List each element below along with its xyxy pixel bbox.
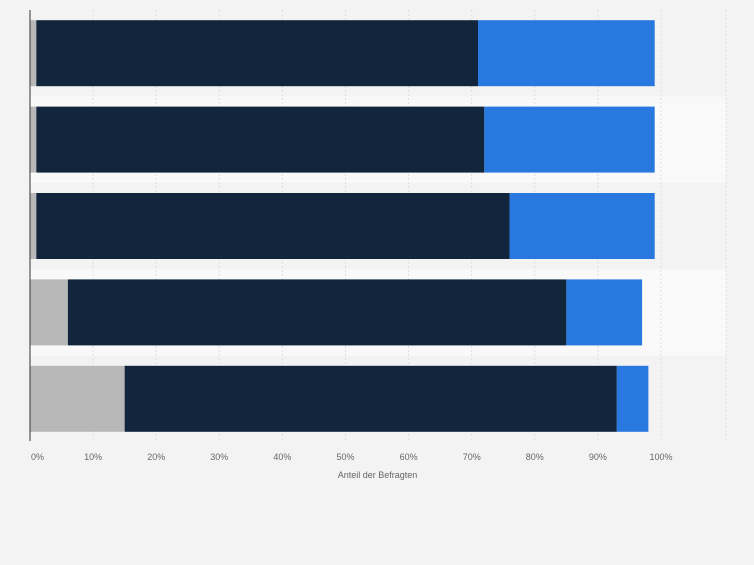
bar-segment-series-1-row-1[interactable] <box>30 20 37 87</box>
bar-segment-series-2-row-3[interactable] <box>36 193 510 259</box>
bar-segment-series-2-row-5[interactable] <box>124 365 617 432</box>
x-tick-label: 80% <box>526 452 544 462</box>
x-tick-labels: 0% 10% 20% 30% 40% 50% 60% 70% 80% 90% 100% <box>31 452 673 462</box>
x-tick-label: 20% <box>147 452 165 462</box>
bar-segment-series-1-row-5[interactable] <box>30 365 125 432</box>
x-tick-label: 70% <box>463 452 481 462</box>
bar-segment-series-3-row-3[interactable] <box>509 193 655 259</box>
x-tick-label: 30% <box>210 452 228 462</box>
x-axis-title: Anteil der Befragten <box>338 470 418 480</box>
bar-segment-series-2-row-1[interactable] <box>36 20 479 87</box>
x-tick-label: 100% <box>649 452 672 462</box>
bar-segment-series-3-row-1[interactable] <box>478 20 655 87</box>
bar-segment-series-1-row-2[interactable] <box>30 106 37 173</box>
bars <box>30 20 655 432</box>
x-tick-label: 10% <box>84 452 102 462</box>
bar-segment-series-3-row-5[interactable] <box>616 365 649 432</box>
x-tick-label: 40% <box>273 452 291 462</box>
x-tick-label: 60% <box>400 452 418 462</box>
x-tick-label: 90% <box>589 452 607 462</box>
bar-segment-series-3-row-2[interactable] <box>484 106 655 173</box>
bar-segment-series-2-row-2[interactable] <box>36 106 485 173</box>
bar-segment-series-1-row-3[interactable] <box>30 193 37 259</box>
bar-segment-series-1-row-4[interactable] <box>30 279 68 346</box>
x-tick-label: 50% <box>336 452 354 462</box>
bar-segment-series-3-row-4[interactable] <box>566 279 643 346</box>
bar-segment-series-2-row-4[interactable] <box>67 279 567 346</box>
x-tick-label: 0% <box>31 452 44 462</box>
